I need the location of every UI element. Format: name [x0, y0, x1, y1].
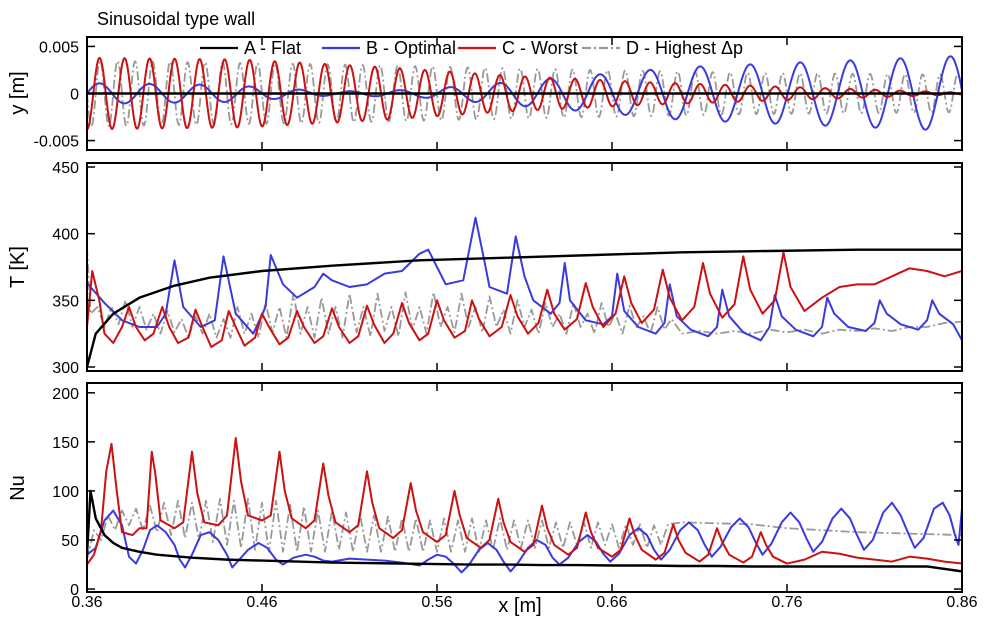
legend-label-A: A - Flat [244, 38, 301, 58]
x-tick-label: 0.76 [771, 594, 802, 611]
nusselt-series-B [87, 501, 962, 574]
temperature-x-ticks [86, 163, 963, 371]
panel-nusselt: 200 150 100 50 0 Nu 0.36 0.46 0.56 0.66 0.76 0.86 [7, 382, 978, 611]
temperature-y-tick-label: 300 [52, 360, 79, 377]
temperature-series-C [87, 251, 962, 348]
nusselt-y-tick-label: 50 [61, 533, 79, 550]
nusselt-y-label: Nu [7, 475, 29, 501]
panel-wall: 0.005 0 -0.005 y [m] [7, 36, 963, 151]
x-tick-label: 0.46 [246, 594, 277, 611]
temperature-y-tick-label: 350 [52, 293, 79, 310]
wall-series-group [87, 55, 962, 131]
x-tick-label: 0.86 [946, 594, 977, 611]
temperature-y-tick-label: 400 [52, 227, 79, 244]
temperature-y-label: T [K] [7, 246, 29, 288]
x-tick-labels: 0.36 0.46 0.56 0.66 0.76 0.86 [71, 594, 977, 611]
temperature-series-D [87, 246, 962, 339]
nusselt-y-tick-label: 150 [52, 435, 79, 452]
nusselt-series-D [87, 497, 962, 560]
temperature-y-ticks: 450 400 350 300 [52, 160, 962, 377]
wall-y-tick-label: 0.005 [39, 39, 79, 56]
legend: A - Flat B - Optimal C - Worst D - Highest … [200, 38, 743, 58]
temperature-series-B [87, 216, 962, 342]
nusselt-frame [86, 382, 963, 593]
legend-label-D: D - Highest Δp [626, 38, 743, 58]
wall-series-C [87, 56, 962, 131]
nusselt-y-tick-label: 100 [52, 484, 79, 501]
wall-frame [86, 36, 963, 151]
wall-y-tick-label: -0.005 [34, 134, 79, 151]
temperature-frame [86, 162, 963, 372]
wall-series-B [87, 55, 962, 131]
x-tick-label: 0.56 [421, 594, 452, 611]
nusselt-y-tick-label: 200 [52, 386, 79, 403]
x-tick-label: 0.36 [71, 594, 102, 611]
temperature-series-A [87, 248, 962, 368]
wall-y-tick-label: 0 [70, 87, 79, 104]
legend-label-C: C - Worst [502, 38, 578, 58]
nusselt-y-tick-label: 0 [70, 582, 79, 599]
nusselt-x-ticks [86, 383, 963, 592]
legend-label-B: B - Optimal [366, 38, 456, 58]
panel-temperature: 450 400 350 300 T [K] [7, 160, 963, 377]
nusselt-series-A [87, 489, 962, 573]
nusselt-series-C [87, 436, 962, 566]
nusselt-y-ticks: 200 150 100 50 0 [52, 386, 962, 599]
temperature-series-group [87, 216, 962, 368]
temperature-y-tick-label: 450 [52, 160, 79, 177]
nusselt-series-group [87, 436, 962, 574]
x-tick-label: 0.66 [596, 594, 627, 611]
wall-y-ticks: 0.005 0 -0.005 [34, 39, 962, 151]
wall-y-label: y [m] [7, 71, 29, 114]
chart-title: Sinusoidal type wall [97, 9, 255, 29]
x-axis-label: x [m] [498, 595, 541, 617]
